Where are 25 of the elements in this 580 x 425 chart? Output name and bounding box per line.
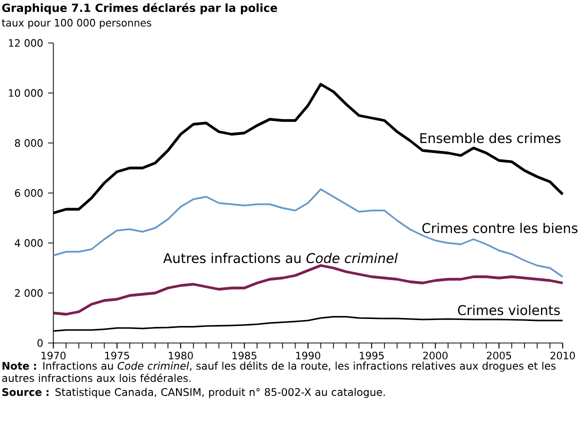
x-tick-label: 2000: [423, 352, 448, 360]
x-tick-label: 1980: [168, 352, 193, 360]
line-series: [52, 264, 564, 316]
series-label: Autres infractions au Code criminel: [163, 252, 398, 264]
y-tick-label: 4 000: [14, 239, 43, 247]
text: Note : Infractions au Code criminel, sauf les délits de la route, les infractions relatives aux drogues et les autres infractions aux lois fédérales.: [2, 361, 556, 382]
y-tick-label: 2 000: [15, 289, 43, 297]
x-tick-label: 1985: [232, 352, 256, 360]
y-axis-title: taux pour 100 000 personnes: [2, 18, 152, 29]
series-label: Crimes contre les biens: [422, 222, 578, 234]
y-tick-label: 0: [38, 339, 43, 347]
y-tick-label: 10 000: [8, 89, 43, 97]
x-tick-label: 1975: [105, 352, 130, 360]
text: Source : Statistique Canada, CANSIM, produit n° 85-002-X au catalogue.: [2, 388, 385, 398]
x-tick-label: 2010: [550, 352, 575, 360]
x-tick-label: 1990: [296, 352, 320, 360]
series-label: Crimes violents: [458, 304, 560, 316]
series-label: Ensemble des crimes: [420, 132, 561, 144]
y-tick-label: 12 000: [8, 39, 43, 47]
x-tick-label: 1995: [360, 352, 384, 360]
y-tick-label: 6 000: [14, 189, 43, 197]
x-tick-label: 1970: [42, 352, 66, 360]
x-tick-label: 2005: [486, 352, 512, 360]
chart-title: Graphique 7.1 Crimes déclarés par la police: [2, 2, 278, 14]
y-tick-label: 8 000: [14, 139, 43, 147]
